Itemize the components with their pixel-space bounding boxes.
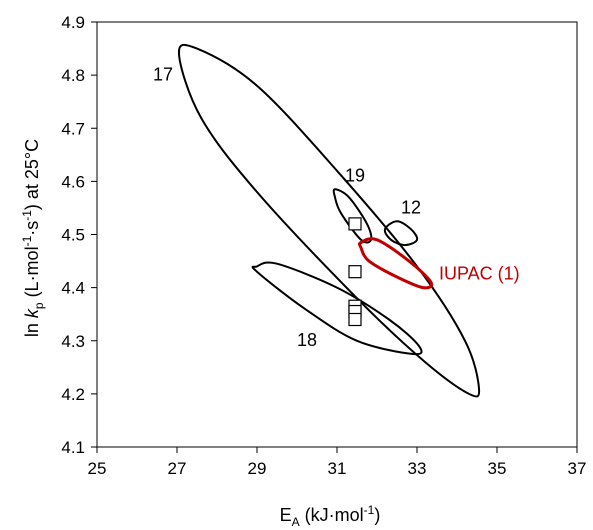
region-18 (251, 261, 423, 356)
x-axis-title: EA (kJ·mol-1) (280, 503, 381, 529)
annotations: 17 18 19 12 IUPAC (1) (153, 64, 520, 350)
x-tick-label: 33 (408, 459, 427, 478)
plot-frame (96, 21, 578, 448)
data-points (348, 217, 362, 327)
y-tick-label: 4.6 (61, 172, 85, 191)
region-17 (177, 43, 481, 398)
y-tick-label: 4.9 (61, 13, 85, 32)
confidence-regions (177, 43, 481, 398)
y-tick-label: 4.2 (61, 385, 85, 404)
y-tick-label: 4.7 (61, 119, 85, 138)
region-label: 19 (345, 165, 365, 185)
axes: 25 27 29 31 33 35 37 4.1 4.2 4.3 4.4 4.5 4.6 4.7 4.8 4.… (61, 13, 586, 478)
x-tick-label: 37 (568, 459, 587, 478)
y-tick-label: 4.5 (61, 226, 85, 245)
region-label: IUPAC (1) (439, 264, 520, 284)
x-tick-label: 35 (488, 459, 507, 478)
region-19 (332, 188, 373, 244)
x-tick-label: 29 (248, 459, 267, 478)
x-tick-label: 25 (88, 459, 107, 478)
region-iupac-1 (357, 237, 434, 290)
region-label: 18 (297, 330, 317, 350)
region-label: 12 (401, 197, 421, 217)
x-tick-label: 31 (328, 459, 347, 478)
y-tick-label: 4.8 (61, 66, 85, 85)
y-axis-title: ln kp (L·mol-1·s-1) at 25°C (20, 139, 46, 337)
region-label: 17 (153, 64, 173, 84)
region-12 (383, 220, 419, 247)
y-tick-label: 4.3 (61, 332, 85, 351)
x-tick-label: 27 (168, 459, 187, 478)
y-tick-label: 4.4 (61, 279, 85, 298)
y-tick-label: 4.1 (61, 438, 85, 457)
data-point (348, 312, 362, 327)
data-point (348, 217, 362, 231)
data-point (348, 265, 362, 279)
